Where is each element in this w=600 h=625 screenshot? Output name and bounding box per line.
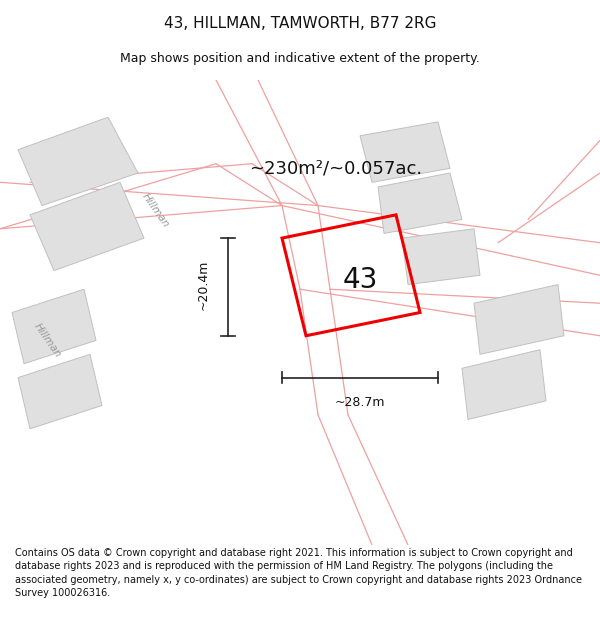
Polygon shape: [474, 284, 564, 354]
Polygon shape: [30, 182, 144, 271]
Text: 43, HILLMAN, TAMWORTH, B77 2RG: 43, HILLMAN, TAMWORTH, B77 2RG: [164, 16, 436, 31]
Text: Hillman: Hillman: [140, 191, 172, 229]
Text: 43: 43: [343, 266, 377, 294]
Polygon shape: [12, 289, 96, 364]
Polygon shape: [360, 122, 450, 182]
Polygon shape: [378, 173, 462, 234]
Text: ~230m²/~0.057ac.: ~230m²/~0.057ac.: [250, 159, 422, 177]
Text: ~20.4m: ~20.4m: [197, 259, 210, 310]
Polygon shape: [18, 118, 138, 206]
Polygon shape: [402, 229, 480, 284]
Text: ~28.7m: ~28.7m: [335, 396, 385, 409]
Text: Contains OS data © Crown copyright and database right 2021. This information is : Contains OS data © Crown copyright and d…: [15, 548, 582, 598]
Text: Hillman: Hillman: [32, 321, 64, 359]
Polygon shape: [18, 354, 102, 429]
Text: Map shows position and indicative extent of the property.: Map shows position and indicative extent…: [120, 52, 480, 65]
Polygon shape: [462, 350, 546, 419]
